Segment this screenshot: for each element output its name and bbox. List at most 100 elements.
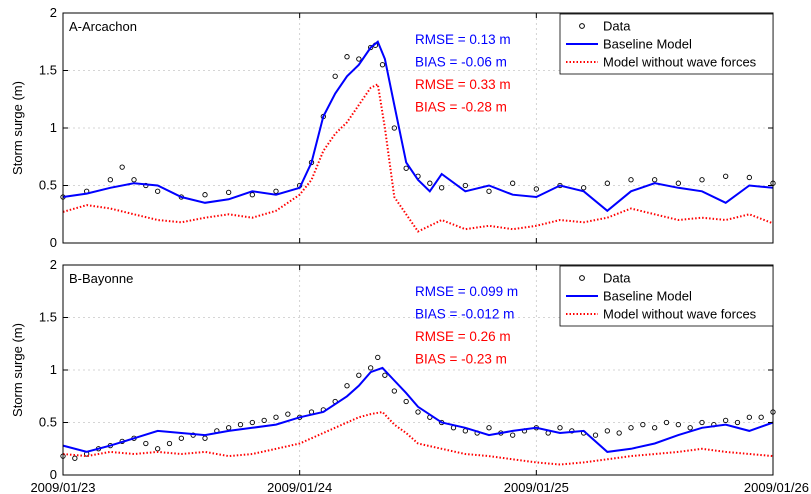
- stat-annotation: BIAS = -0.28 m: [415, 100, 507, 115]
- data-point: [237, 421, 244, 428]
- data-point: [723, 173, 729, 179]
- data-point: [403, 165, 409, 171]
- data-point: [131, 177, 137, 183]
- data-point: [746, 174, 752, 181]
- data-point: [758, 414, 764, 420]
- no-wave-model-line: [62, 410, 774, 466]
- data-point: [344, 383, 350, 389]
- data-point: [368, 365, 374, 371]
- data-point: [379, 62, 386, 68]
- data-point: [202, 435, 208, 441]
- data-point: [723, 417, 729, 424]
- data-point: [510, 432, 516, 438]
- data-point: [510, 180, 516, 186]
- data-point: [616, 430, 622, 436]
- data-point: [734, 419, 741, 426]
- y-tick-label: 1: [50, 120, 57, 135]
- stat-annotation: BIAS = -0.23 m: [415, 352, 507, 367]
- data-point: [640, 421, 646, 428]
- panel-title: A-Arcachon: [69, 19, 137, 34]
- data-point: [391, 388, 397, 394]
- legend-marker-data: [579, 275, 585, 281]
- stat-annotation: RMSE = 0.33 m: [415, 77, 511, 92]
- data-point: [119, 164, 125, 170]
- data-point: [675, 421, 681, 428]
- legend-label: Baseline Model: [603, 289, 692, 304]
- data-point: [592, 432, 599, 438]
- stat-annotation: BIAS = -0.012 m: [415, 307, 514, 322]
- data-point: [699, 177, 705, 183]
- baseline-model-line: [62, 366, 774, 453]
- data-point: [166, 440, 173, 447]
- legend-label: Baseline Model: [603, 37, 692, 52]
- y-axis-label: Storm surge (m): [10, 81, 25, 175]
- y-tick-label: 0: [50, 235, 57, 250]
- legend-label: Data: [603, 19, 631, 34]
- legend-label: Model without wave forces: [603, 307, 757, 322]
- y-tick-label: 1.5: [39, 63, 57, 78]
- y-tick-label: 1: [50, 362, 57, 377]
- data-point: [675, 180, 681, 186]
- data-point: [628, 425, 634, 431]
- x-tick-label: 2009/01/26: [744, 480, 809, 494]
- data-point: [72, 455, 78, 461]
- data-point: [415, 409, 421, 415]
- panel-a: 0 0.5 1 1.5 2 Storm surge (m) A-Arcachon RMSE =…: [10, 5, 776, 250]
- legend-marker-data: [579, 23, 585, 29]
- data-point: [178, 435, 184, 441]
- y-tick-label: 1.5: [39, 310, 57, 325]
- data-point: [663, 419, 670, 426]
- y-tick-label: 0.5: [39, 178, 57, 193]
- data-point: [652, 177, 658, 183]
- data-point: [746, 414, 752, 420]
- data-point: [356, 372, 362, 378]
- data-point: [427, 180, 433, 186]
- data-point: [285, 411, 291, 417]
- stat-annotation: RMSE = 0.099 m: [415, 284, 518, 299]
- data-point: [604, 428, 610, 434]
- data-point: [226, 189, 232, 196]
- data-point: [391, 125, 397, 131]
- no-wave-model-line: [62, 82, 774, 233]
- data-point: [687, 425, 693, 431]
- data-point: [628, 177, 634, 183]
- data-point: [368, 44, 374, 51]
- data-point: [155, 188, 161, 194]
- data-point: [332, 73, 338, 79]
- data-point: [652, 425, 658, 431]
- legend-label: Data: [603, 271, 631, 286]
- data-point: [226, 425, 232, 431]
- data-point: [382, 372, 388, 378]
- data-point: [699, 419, 705, 426]
- data-point: [273, 188, 279, 194]
- data-point: [375, 354, 381, 361]
- data-point: [462, 428, 468, 434]
- data-point: [403, 398, 409, 405]
- y-tick-label: 2: [50, 5, 57, 20]
- data-point: [581, 185, 587, 191]
- data-point: [486, 188, 492, 194]
- data-point: [356, 56, 362, 62]
- baseline-model-line: [62, 40, 774, 213]
- y-tick-label: 0.5: [39, 415, 57, 430]
- stat-annotation: RMSE = 0.26 m: [415, 329, 511, 344]
- data-point: [462, 182, 468, 189]
- stat-annotation: BIAS = -0.06 m: [415, 55, 507, 70]
- data-point: [107, 177, 113, 183]
- data-point: [202, 192, 208, 198]
- x-tick-label: 2009/01/25: [504, 480, 569, 494]
- panel-title: B-Bayonne: [69, 271, 133, 286]
- y-axis-label: Storm surge (m): [10, 323, 25, 417]
- data-point: [533, 186, 539, 192]
- legend-label: Model without wave forces: [603, 55, 757, 70]
- data-point: [486, 425, 492, 431]
- stat-annotation: RMSE = 0.13 m: [415, 32, 511, 47]
- data-point: [261, 417, 267, 424]
- panel-b: 0 0.5 1 1.5 2 2009/01/23 2009/01/24 2009/01/25 2…: [10, 257, 809, 494]
- data-point: [143, 440, 149, 447]
- data-point: [344, 54, 350, 60]
- data-point: [249, 419, 255, 426]
- y-tick-label: 0: [50, 467, 57, 482]
- data-point: [439, 185, 445, 191]
